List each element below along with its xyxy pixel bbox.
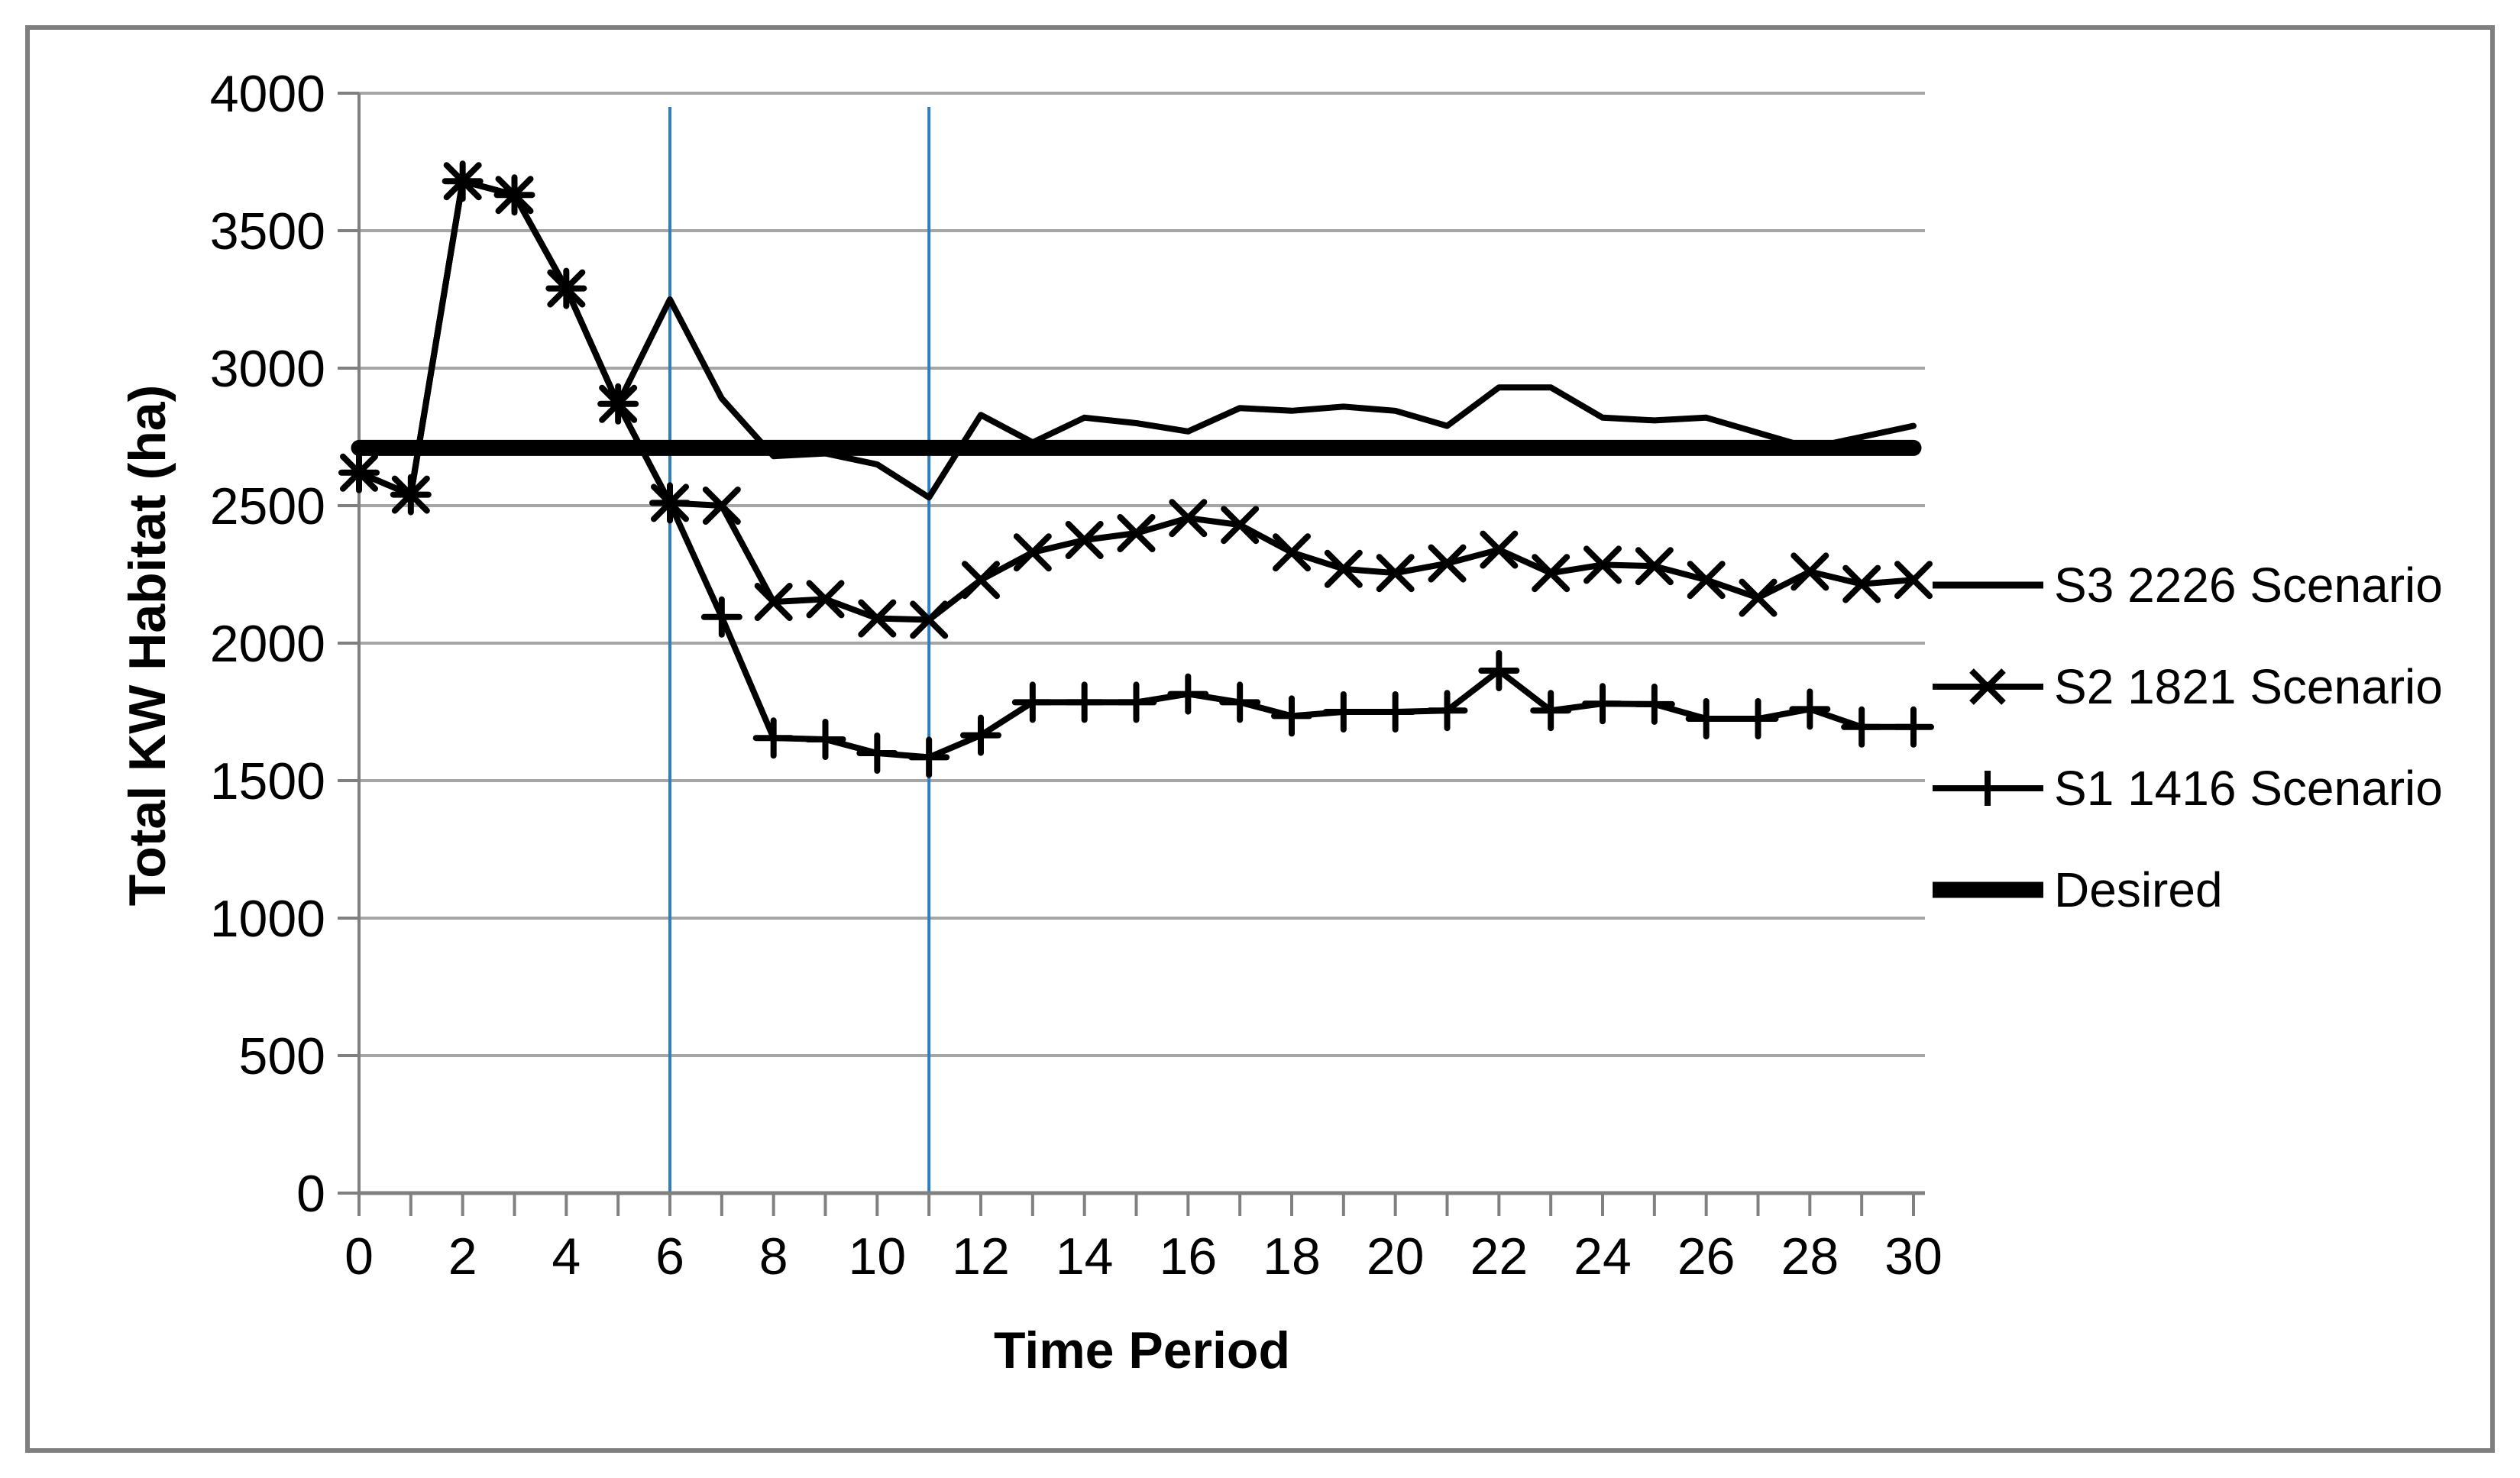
svg-text:0: 0 [345, 1227, 374, 1286]
svg-text:4: 4 [552, 1227, 581, 1286]
svg-text:10: 10 [849, 1227, 907, 1286]
legend-label-s2: S2 1821 Scenario [2054, 658, 2443, 714]
legend-item-s1: S1 1416 Scenario [1933, 737, 2443, 839]
svg-text:16: 16 [1160, 1227, 1218, 1286]
svg-text:18: 18 [1263, 1227, 1321, 1286]
legend-label-desired: Desired [2054, 862, 2223, 917]
svg-text:30: 30 [1884, 1227, 1943, 1286]
plus-marker-icon [1933, 770, 2043, 806]
legend-item-s2: S2 1821 Scenario [1933, 636, 2443, 737]
svg-text:28: 28 [1781, 1227, 1839, 1286]
legend: S3 2226 Scenario S2 1821 Scenario S1 141… [1933, 534, 2443, 940]
svg-text:500: 500 [239, 1027, 325, 1085]
legend-label-s3: S3 2226 Scenario [2054, 557, 2443, 613]
svg-text:1500: 1500 [210, 752, 325, 810]
x-marker-icon [1933, 668, 2043, 705]
svg-text:14: 14 [1056, 1227, 1114, 1286]
svg-text:2000: 2000 [210, 615, 325, 673]
legend-item-desired: Desired [1933, 839, 2443, 940]
s3-line-swatch-icon [1933, 581, 2043, 588]
legend-label-s1: S1 1416 Scenario [2054, 760, 2443, 816]
svg-text:8: 8 [759, 1227, 788, 1286]
svg-text:0: 0 [296, 1165, 325, 1223]
svg-text:3000: 3000 [210, 340, 325, 398]
desired-line-swatch-icon [1933, 881, 2043, 897]
svg-text:12: 12 [952, 1227, 1010, 1286]
svg-text:26: 26 [1677, 1227, 1736, 1286]
x-axis-title: Time Period [994, 1321, 1290, 1379]
y-axis-title: Total KW Habitat (ha) [118, 384, 176, 907]
svg-text:2500: 2500 [210, 477, 325, 535]
svg-text:2: 2 [448, 1227, 477, 1286]
svg-text:1000: 1000 [210, 890, 325, 948]
svg-text:22: 22 [1470, 1227, 1528, 1286]
svg-text:6: 6 [655, 1227, 684, 1286]
legend-item-s3: S3 2226 Scenario [1933, 534, 2443, 636]
svg-text:3500: 3500 [210, 202, 325, 260]
svg-text:24: 24 [1574, 1227, 1632, 1286]
svg-text:20: 20 [1367, 1227, 1425, 1286]
svg-text:4000: 4000 [210, 65, 325, 123]
